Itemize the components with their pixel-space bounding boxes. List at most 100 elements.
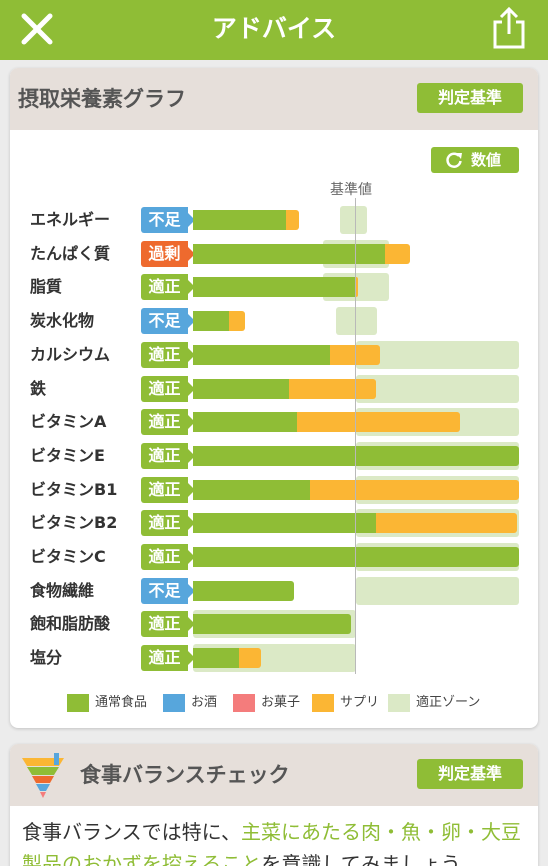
bar-segment <box>297 412 461 433</box>
status-badge: 適正 <box>141 611 195 638</box>
bar-segment <box>238 648 262 669</box>
status-badge: 過剰 <box>141 240 195 267</box>
bar-segment <box>228 311 246 332</box>
status-badge: 適正 <box>141 409 195 436</box>
status-badge: 適正 <box>141 274 195 301</box>
nutrient-name: ビタミンB1 <box>30 479 118 499</box>
status-badge: 適正 <box>141 341 195 368</box>
bar-segment <box>285 210 299 230</box>
status-badge: 不足 <box>141 207 195 233</box>
bar-segment <box>193 547 519 567</box>
status-badge-label: 適正 <box>148 513 181 533</box>
nutrient-name: たんぱく質 <box>30 243 111 263</box>
legend-swatch <box>233 694 255 712</box>
bar-segment <box>193 513 376 534</box>
food-pyramid-icon <box>22 753 64 798</box>
card-title: 摂取栄養素グラフ <box>18 87 186 111</box>
bar-segment <box>193 243 386 264</box>
advice-highlight: 主菜にあたる肉・魚・卵・大豆製品のおかずを控えること <box>22 820 521 866</box>
bar-segment <box>193 210 286 230</box>
bar-segment <box>193 614 352 635</box>
advice-text-part: を意識してみましょう。 <box>261 852 480 866</box>
chart-legend: 通常食品 お酒 お菓子 サプリ 適正ゾーン <box>10 688 538 718</box>
status-badge: 適正 <box>141 476 195 503</box>
nutrient-row: カルシウム 適正 <box>10 340 538 369</box>
nutrient-graph-card: 摂取栄養素グラフ 判定基準 数値 基準値 エネルギー 不足 たんぱく質 過剰 脂質 適正炭… <box>10 68 538 728</box>
bar-segment <box>193 580 295 601</box>
optimal-zone <box>356 576 519 605</box>
standard-label: 基準値 <box>330 182 372 198</box>
status-badge: 適正 <box>141 544 195 570</box>
optimal-zone <box>356 340 519 369</box>
nutrient-name: 脂質 <box>30 277 63 297</box>
status-badge: 適正 <box>141 442 195 469</box>
bar-segment <box>193 277 356 298</box>
share-icon[interactable] <box>490 6 528 50</box>
bar-segment <box>193 378 290 399</box>
nutrient-row: ビタミンB1 適正 <box>10 475 538 504</box>
status-badge-label: 適正 <box>148 412 181 432</box>
values-label: 数値 <box>471 151 502 169</box>
bar-segment <box>193 344 330 365</box>
nutrient-name: ビタミンA <box>30 412 107 432</box>
bar-segment <box>193 479 311 500</box>
bar-segment <box>356 277 358 298</box>
nutrient-name: ビタミンB2 <box>30 513 118 533</box>
optimal-zone <box>356 374 519 403</box>
app-header: アドバイス <box>0 0 548 60</box>
meal-balance-card: 食事バランスチェック 判定基準 食事バランスでは特に、主菜にあたる肉・魚・卵・大… <box>10 744 538 866</box>
values-toggle-button[interactable]: 数値 <box>431 147 519 173</box>
legend-swatch <box>388 694 410 712</box>
advice-text: 食事バランスでは特に、主菜にあたる肉・魚・卵・大豆製品のおかずを控えることを意識… <box>22 816 528 866</box>
refresh-icon <box>446 152 462 168</box>
status-badge-label: 適正 <box>148 547 181 566</box>
status-badge-label: 不足 <box>148 210 181 229</box>
nutrient-name: ビタミンC <box>30 547 106 566</box>
legend-swatch <box>163 694 185 712</box>
status-badge-label: 適正 <box>148 648 181 668</box>
nutrient-row: ビタミンE 適正 <box>10 441 538 470</box>
criteria-button[interactable]: 判定基準 <box>417 83 523 113</box>
status-badge-label: 適正 <box>148 445 181 465</box>
page-title: アドバイス <box>211 14 337 43</box>
nutrient-name: 食物繊維 <box>30 580 95 600</box>
nutrient-name: 塩分 <box>30 648 63 668</box>
nutrient-row: エネルギー 不足 <box>10 206 538 234</box>
status-badge-label: 適正 <box>148 614 181 634</box>
legend-label: 適正ゾーン <box>416 695 481 710</box>
nutrient-row: 鉄 適正 <box>10 374 538 403</box>
bar-segment <box>289 378 376 399</box>
status-badge-label: 適正 <box>148 378 181 398</box>
nutrient-row: ビタミンC 適正 <box>10 543 538 571</box>
legend-label: 通常食品 <box>95 695 148 710</box>
bar-segment <box>385 243 410 264</box>
card-title: 食事バランスチェック <box>80 763 290 787</box>
status-badge-label: 不足 <box>148 311 181 331</box>
criteria-button[interactable]: 判定基準 <box>417 759 523 789</box>
legend-label: サプリ <box>340 695 380 710</box>
nutrient-row: ビタミンB2 適正 <box>10 509 538 538</box>
card-header: 食事バランスチェック 判定基準 <box>10 744 538 806</box>
status-badge-label: 適正 <box>148 479 181 499</box>
nutrient-row: たんぱく質 過剰 <box>10 239 538 268</box>
bar-segment <box>375 513 518 534</box>
status-badge-label: 適正 <box>148 344 181 364</box>
optimal-zone <box>336 307 378 336</box>
nutrient-name: ビタミンE <box>30 445 105 465</box>
nutrient-name: 炭水化物 <box>30 311 95 331</box>
close-icon[interactable] <box>20 12 54 46</box>
bar-segment <box>193 445 519 466</box>
nutrient-name: カルシウム <box>30 344 111 364</box>
status-badge: 適正 <box>141 375 195 402</box>
nutrient-name: 飽和脂肪酸 <box>30 614 111 634</box>
legend-swatch <box>312 694 334 712</box>
legend-label: お菓子 <box>261 695 301 710</box>
bar-segment <box>193 648 239 669</box>
bar-segment <box>193 311 229 332</box>
optimal-zone <box>339 206 368 234</box>
status-badge: 適正 <box>141 510 195 537</box>
status-badge: 不足 <box>141 308 195 335</box>
bar-segment <box>310 479 519 500</box>
nutrient-row: 塩分 適正 <box>10 644 538 673</box>
status-badge-label: 過剰 <box>148 243 181 263</box>
